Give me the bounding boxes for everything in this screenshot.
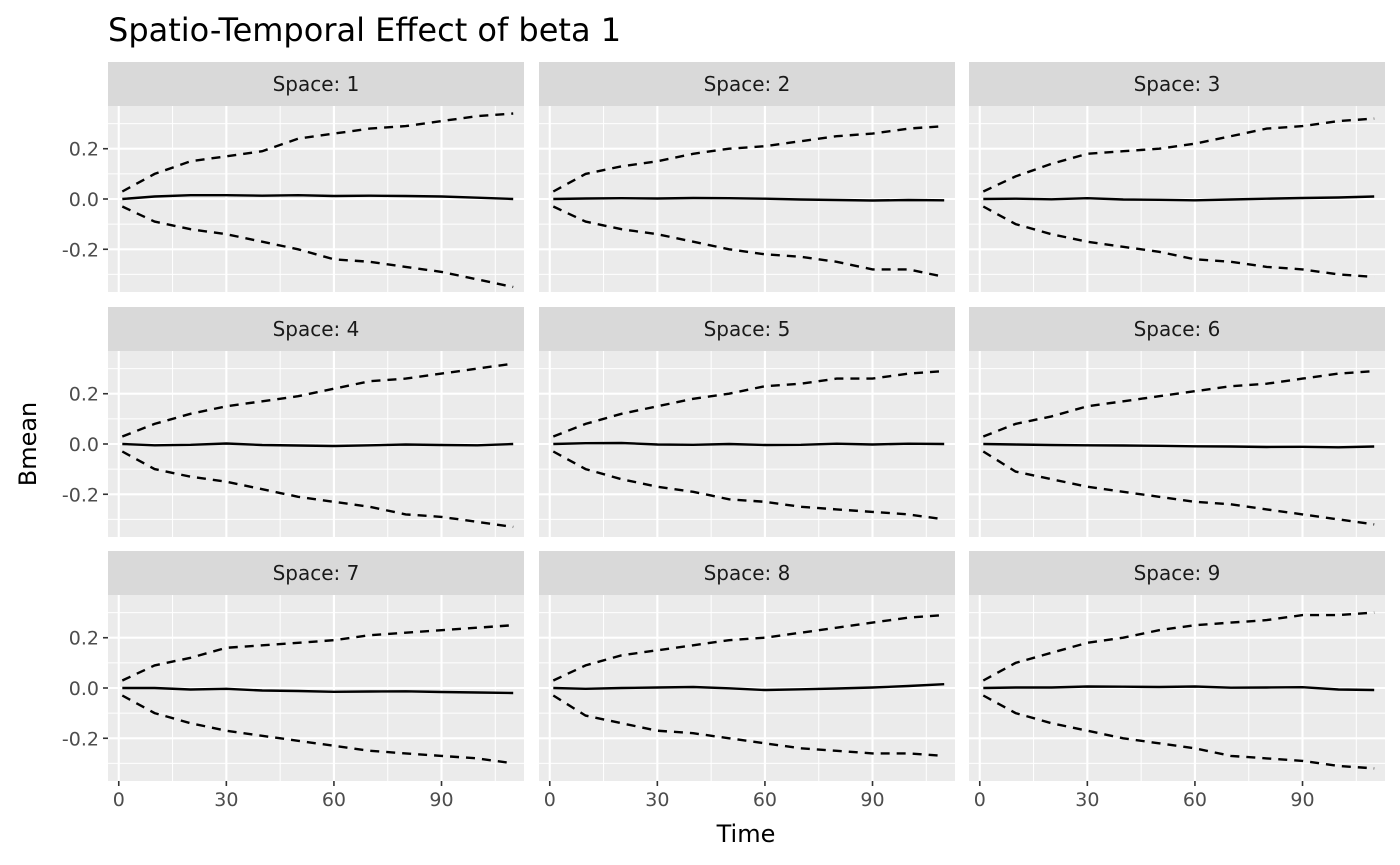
facet-strip-label: Space: 1 — [273, 72, 360, 96]
facet-panel-space-7: Space: 7 — [108, 551, 524, 781]
lower-bound-line — [552, 450, 945, 521]
x-tick-label: 60 — [753, 789, 777, 811]
upper-bound-line — [121, 362, 514, 438]
upper-bound-line — [982, 611, 1375, 682]
facet-strip-label: Space: 5 — [704, 317, 791, 341]
facet-strip — [108, 62, 524, 106]
x-tick-label: 30 — [1075, 789, 1099, 811]
mean-line — [122, 686, 514, 695]
upper-bound-line — [982, 117, 1375, 193]
facet-strip-label: Space: 9 — [1134, 561, 1221, 585]
panels-group: Space: 1 Space: 2 Space: 3 Space: 4 Space: 5… — [108, 62, 1385, 781]
facet-panel-space-3: Space: 3 — [969, 62, 1385, 292]
mean-line — [122, 442, 514, 448]
x-tick-label: 60 — [1183, 789, 1207, 811]
facet-panel-space-6: Space: 6 — [969, 307, 1385, 537]
mean-line — [983, 442, 1375, 449]
facet-panel-space-9: Space: 9 — [969, 551, 1385, 781]
facet-strip — [969, 62, 1385, 106]
x-tick-label: 0 — [113, 789, 125, 811]
x-tick-label: 30 — [214, 789, 238, 811]
facet-panel-space-2: Space: 2 — [539, 62, 955, 292]
facet-panel-space-4: Space: 4 — [108, 307, 524, 537]
y-axis-title: Bmean — [14, 402, 42, 487]
chart-title: Spatio-Temporal Effect of beta 1 — [108, 11, 621, 49]
x-tick-label: 90 — [860, 789, 884, 811]
y-tick-label: 0.0 — [69, 678, 99, 700]
facet-strip — [539, 551, 955, 595]
x-tick-label: 90 — [1290, 789, 1314, 811]
upper-bound-line — [982, 369, 1375, 438]
lower-bound-line — [121, 205, 514, 289]
y-tick-label: 0.2 — [69, 139, 99, 161]
x-tick-label: 0 — [544, 789, 556, 811]
y-tick-label: 0.2 — [69, 628, 99, 650]
mean-line — [983, 195, 1375, 202]
facet-strip — [108, 307, 524, 351]
x-tick-label: 0 — [974, 789, 986, 811]
upper-bound-line — [552, 124, 945, 193]
upper-bound-line — [121, 112, 514, 193]
facet-strip — [539, 307, 955, 351]
mean-line — [122, 193, 514, 201]
mean-line — [553, 196, 945, 202]
facet-strip — [539, 62, 955, 106]
facet-strip — [969, 307, 1385, 351]
lower-bound-line — [121, 694, 514, 765]
y-tick-label: -0.2 — [62, 484, 99, 506]
lower-bound-line — [982, 450, 1375, 526]
mean-line — [553, 683, 945, 692]
x-tick-label: 90 — [429, 789, 453, 811]
y-tick-label: 0.2 — [69, 384, 99, 406]
y-tick-label: -0.2 — [62, 239, 99, 261]
axes-group: -0.2 0.0 0.2 -0.2 0.0 0.2 -0.2 0.0 0.2 0 30 60 90 0 30… — [62, 139, 1315, 811]
x-tick-label: 30 — [645, 789, 669, 811]
upper-bound-line — [552, 613, 945, 682]
lower-bound-line — [552, 694, 945, 758]
x-tick-label: 60 — [322, 789, 346, 811]
facet-strip-label: Space: 7 — [273, 561, 360, 585]
upper-bound-line — [552, 369, 945, 438]
facet-strip — [969, 551, 1385, 595]
y-tick-label: 0.0 — [69, 189, 99, 211]
facet-panel-space-1: Space: 1 — [108, 62, 524, 292]
facet-strip-label: Space: 6 — [1134, 317, 1221, 341]
lower-bound-line — [982, 205, 1375, 279]
mean-line — [983, 685, 1375, 692]
facet-strip — [108, 551, 524, 595]
lower-bound-line — [552, 205, 945, 279]
y-tick-label: 0.0 — [69, 434, 99, 456]
facet-strip-label: Space: 8 — [704, 561, 791, 585]
facet-panel-space-8: Space: 8 — [539, 551, 955, 781]
facet-strip-label: Space: 3 — [1134, 72, 1221, 96]
facet-panel-space-5: Space: 5 — [539, 307, 955, 537]
mean-line — [553, 441, 945, 447]
lower-bound-line — [982, 694, 1375, 770]
x-axis-title: Time — [716, 820, 776, 848]
facet-strip-label: Space: 4 — [273, 317, 360, 341]
y-tick-label: -0.2 — [62, 728, 99, 750]
facet-strip-label: Space: 2 — [704, 72, 791, 96]
lower-bound-line — [121, 450, 514, 529]
upper-bound-line — [121, 624, 514, 682]
